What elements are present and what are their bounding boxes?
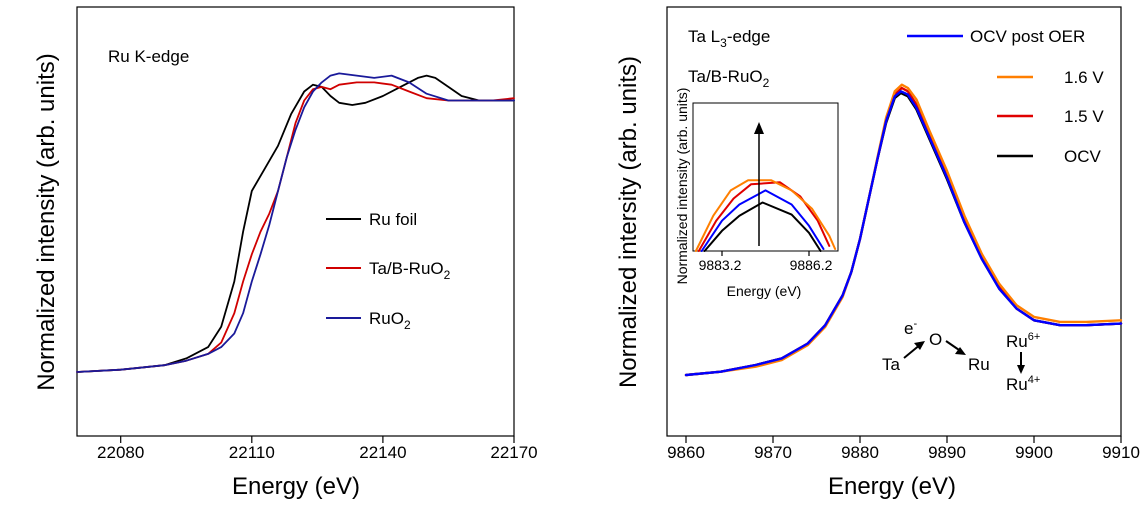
right-legend-label-ocv: OCV xyxy=(1064,147,1102,166)
right-x-axis-label: Energy (eV) xyxy=(828,473,956,500)
left-x-tick-label: 22170 xyxy=(490,443,537,462)
inset-x-tick-label: 9886.2 xyxy=(790,257,833,273)
right-x-tick-label: 9900 xyxy=(1015,443,1053,462)
scheme-o-to-ru-arrow xyxy=(945,340,966,355)
left-x-tick-label: 22110 xyxy=(229,443,275,462)
left-x-axis-label: Energy (eV) xyxy=(232,473,360,500)
right-plot-frame xyxy=(666,6,1122,437)
left-series-ruo2 xyxy=(76,72,515,373)
inset-series-ocv xyxy=(703,201,822,252)
inset-series xyxy=(694,179,837,252)
left-x-tick-label: 22140 xyxy=(359,443,406,462)
inset-x-tick-label: 9883.2 xyxy=(699,257,742,273)
left-x-tick-label: 22080 xyxy=(97,443,144,462)
left-chart: 22080 22110 22140 22170 Energy (eV) Norm… xyxy=(33,6,538,500)
inset-series-1-5-v xyxy=(697,181,831,252)
left-y-axis-label: Normalized intensity (arb. units) xyxy=(33,53,60,390)
right-sample-annotation: Ta/B-RuO2 xyxy=(688,67,770,90)
left-legend: Ru foil Ta/B-RuO2 RuO2 xyxy=(326,210,451,332)
left-x-axis: 22080 22110 22140 22170 Energy (eV) xyxy=(97,436,538,500)
right-legend-label-1-6v: 1.6 V xyxy=(1064,68,1104,87)
scheme-ta-label: Ta xyxy=(882,355,901,374)
scheme-o-label: O xyxy=(929,330,942,349)
inset-series-1-6-v xyxy=(694,179,837,252)
left-x-ticks xyxy=(120,436,515,443)
inset-x-ticks xyxy=(721,251,810,256)
left-edge-annotation: Ru K-edge xyxy=(108,47,189,66)
scheme-ru-label: Ru xyxy=(968,355,990,374)
left-legend-label-ruo2: RuO2 xyxy=(369,309,411,332)
left-x-tick-labels: 22080 22110 22140 22170 xyxy=(97,443,538,462)
charge-transfer-scheme: e- O Ta Ru Ru6+ Ru4+ xyxy=(882,318,1040,394)
left-series-ta-b-ruo2 xyxy=(76,81,515,373)
scheme-electron-label: e- xyxy=(904,318,917,338)
left-legend-label-ru-foil: Ru foil xyxy=(369,210,417,229)
right-edge-annotation: Ta L3-edge xyxy=(688,27,770,50)
right-y-axis-label: Normalized intersity (arb. units) xyxy=(615,56,642,388)
scheme-ta-to-o-arrow xyxy=(903,341,925,359)
right-legend: OCV post OER 1.6 V 1.5 V OCV xyxy=(907,27,1104,166)
right-x-tick-label: 9870 xyxy=(754,443,792,462)
right-chart: 9860 9870 9880 9890 9900 9910 Energy (eV… xyxy=(615,6,1140,500)
scheme-ru-low-label: Ru4+ xyxy=(1006,374,1040,394)
right-series-ocv-post-oer xyxy=(684,90,1123,377)
right-x-axis: 9860 9870 9880 9890 9900 9910 Energy (eV… xyxy=(667,436,1140,500)
inset-arrow-head xyxy=(754,122,764,134)
right-x-ticks xyxy=(685,436,1122,443)
inset-arrow xyxy=(754,122,764,246)
inset-frame xyxy=(692,102,839,252)
right-x-tick-labels: 9860 9870 9880 9890 9900 9910 xyxy=(667,443,1140,462)
right-series xyxy=(684,83,1123,377)
inset-y-axis-label: Normalized intensity (arb. units) xyxy=(674,88,690,285)
left-series xyxy=(76,72,515,373)
right-x-tick-label: 9880 xyxy=(841,443,879,462)
left-legend-label-ta-b-ruo2: Ta/B-RuO2 xyxy=(369,259,451,282)
right-x-tick-label: 9890 xyxy=(928,443,966,462)
inset-chart: 9883.2 9886.2 Energy (eV) Normalized int… xyxy=(674,88,839,299)
inset-x-axis-label: Energy (eV) xyxy=(727,283,802,299)
inset-series-ocv-post-oer xyxy=(700,189,825,252)
right-x-tick-label: 9860 xyxy=(667,443,705,462)
left-series-ru-foil xyxy=(76,74,515,373)
scheme-ru-reduction-arrow xyxy=(1017,352,1025,374)
scheme-ru-high-label: Ru6+ xyxy=(1006,331,1040,351)
right-x-tick-label: 9910 xyxy=(1102,443,1140,462)
right-legend-label-1-5v: 1.5 V xyxy=(1064,107,1104,126)
left-plot-frame xyxy=(76,6,515,437)
right-legend-label-ocv-post-oer: OCV post OER xyxy=(970,27,1085,46)
